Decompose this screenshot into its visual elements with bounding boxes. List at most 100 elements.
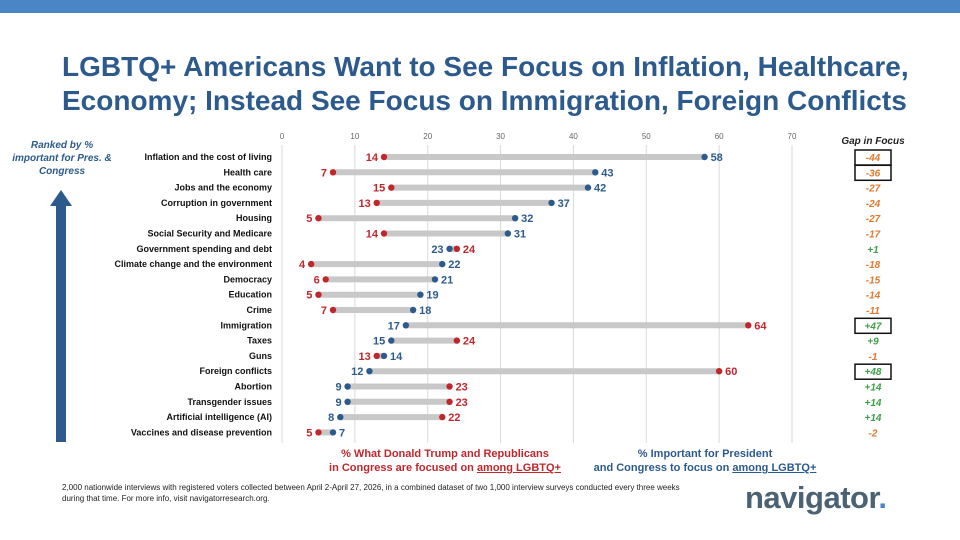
important-point [402,322,410,329]
focused-value-label: 13 [358,198,370,210]
chart-row: Climate change and the environment 4 22 [114,259,460,271]
gap-value: -14 [866,291,881,302]
chart-row: Health care 7 43 [223,167,613,179]
focused-point [446,383,453,390]
focused-value-label: 6 [314,274,320,286]
logo-dot: . [878,480,887,515]
category-label: Jobs and the economy [174,183,272,193]
x-tick-label: 20 [423,132,432,141]
category-label: Guns [249,351,272,361]
focused-value-label: 22 [448,412,460,424]
important-point [701,153,708,161]
focused-value-label: 7 [321,305,327,317]
focused-value-label: 15 [373,183,385,195]
important-point [439,260,446,268]
focused-point [322,276,329,283]
legend-blue-underline: among LGBTQ+ [732,462,817,474]
important-value-label: 37 [558,198,570,210]
x-tick-label: 50 [642,132,651,141]
chart-row: Jobs and the economy 15 42 [174,183,606,195]
focused-value-label: 24 [463,244,476,256]
rank-arrow-head [50,190,72,206]
category-label: Foreign conflicts [199,366,272,376]
chart-row: Social Security and Medicare 14 31 [147,229,526,241]
gap-value: -27 [866,184,881,195]
title-line-1: LGBTQ+ Americans Want to See Focus on In… [62,51,909,82]
gap-highlight-box [854,164,892,182]
x-tick-label: 0 [280,132,285,141]
gap-value: -44 [866,153,881,164]
focused-value-label: 64 [754,320,767,332]
focused-value-label: 14 [366,229,379,241]
focused-value-label: 24 [463,336,476,348]
focused-point [388,184,395,191]
important-point [511,215,519,222]
important-point [417,291,424,298]
chart-row: Crime 7 18 [246,305,431,317]
gap-value: +14 [865,398,882,409]
x-tick-label: 40 [569,132,578,141]
category-label: Taxes [247,336,272,346]
important-value-label: 19 [426,290,438,302]
footnote: 2,000 nationwide interviews with registe… [62,483,680,503]
gap-header: Gap in Focus [841,136,905,147]
important-point [344,383,351,390]
important-value-label: 17 [388,320,400,332]
gap-value: -24 [866,199,881,210]
focused-value-label: 13 [358,351,370,363]
category-label: Climate change and the environment [114,259,272,269]
important-point [388,337,395,344]
important-value-label: 23 [431,244,443,256]
legend-blue-line-2-text: and Congress to focus on [593,462,733,474]
gap-value: -17 [866,230,881,241]
chart-row: Vaccines and disease prevention 5 7 [131,427,345,439]
gap-value: -18 [866,260,881,271]
important-value-label: 31 [514,229,526,241]
important-value-label: 43 [601,167,613,179]
category-label: Corruption in government [161,198,272,208]
chart-row: Education 5 19 [228,290,438,302]
focused-value-label: 4 [299,259,306,271]
category-label: Social Security and Medicare [147,229,272,239]
chart-row: Artificial intelligence (AI) 22 8 [166,412,460,424]
focused-point [315,291,322,298]
logo-text: navigator [745,480,879,515]
chart-row: Government spending and debt 24 23 [136,244,475,256]
chart-row: Housing 5 32 [236,213,533,225]
x-tick-label: 60 [715,132,724,141]
gap-value: -36 [866,168,881,179]
important-point [329,429,337,436]
important-point [409,306,417,314]
chart-row: Democracy 6 21 [223,274,453,286]
important-point [380,352,388,360]
important-point [366,368,373,375]
focused-value-label: 5 [306,427,312,439]
legend-blue-line-1: % Important for President [637,448,773,460]
gap-value: +1 [867,245,879,256]
focused-point [315,215,322,222]
focused-point [373,352,380,360]
chart-row: Inflation and the cost of living 14 58 [145,152,723,164]
x-tick-label: 10 [350,132,359,141]
chart-row: Corruption in government 13 37 [161,198,570,210]
navigator-logo: navigator. [745,480,887,516]
category-label: Democracy [223,274,272,284]
chart-row: Guns 13 14 [249,351,403,363]
important-value-label: 18 [419,305,431,317]
focused-value-label: 5 [306,290,312,302]
chart-row: Abortion 23 9 [235,382,468,394]
gap-value: +14 [865,413,882,424]
important-point [344,398,351,405]
category-label: Health care [223,167,272,177]
gap-value: -1 [869,352,878,363]
gap-value: -11 [866,306,880,317]
focused-value-label: 23 [456,382,468,394]
gap-value: -27 [866,214,881,225]
important-value-label: 42 [594,183,606,195]
gap-value: -15 [866,275,881,286]
legend-republicans: % What Donald Trump and Republicans in C… [300,447,590,475]
important-value-label: 32 [521,213,533,225]
title-line-2: Economy; Instead See Focus on Immigratio… [62,85,907,116]
x-tick-label: 30 [496,132,505,141]
